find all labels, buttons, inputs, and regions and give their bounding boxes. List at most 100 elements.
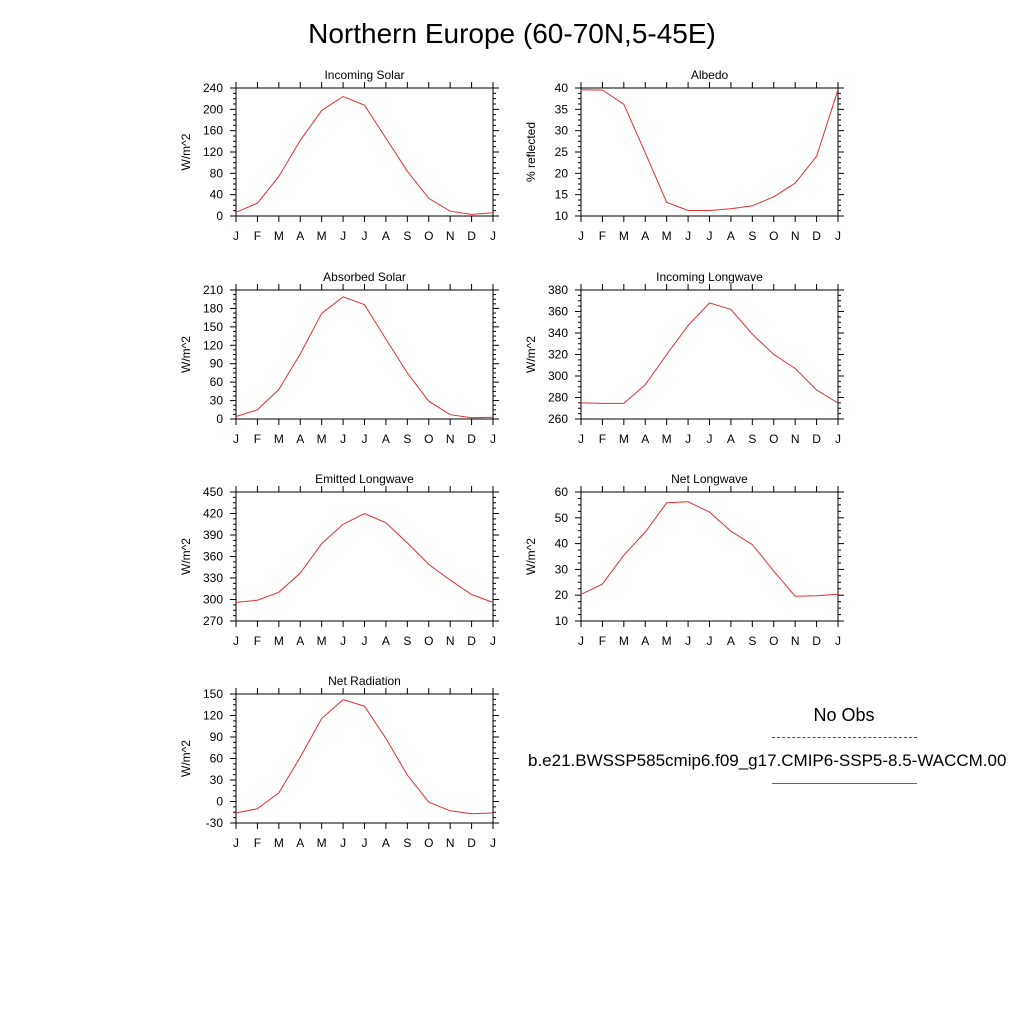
series-line (235, 296, 494, 419)
x-tick-label: S (403, 836, 411, 850)
x-tick-label: A (641, 229, 649, 243)
x-tick-label: N (791, 432, 800, 446)
x-tick-label: M (317, 836, 327, 850)
y-axis-label: W/m^2 (179, 133, 193, 170)
y-tick-label: 120 (203, 709, 223, 723)
x-tick-label: D (467, 432, 476, 446)
x-tick-label: M (274, 836, 284, 850)
x-tick-label: N (446, 432, 455, 446)
x-tick-label: A (296, 432, 304, 446)
y-axis-label: W/m^2 (179, 538, 193, 575)
y-tick-label: 380 (548, 283, 568, 297)
plot-frame (235, 491, 494, 622)
x-tick-label: S (403, 634, 411, 648)
x-tick-label: M (662, 432, 672, 446)
y-axis-label: W/m^2 (524, 336, 538, 373)
y-tick-label: 60 (555, 485, 569, 499)
x-tick-label: J (685, 634, 691, 648)
y-tick-label: 25 (555, 145, 569, 159)
y-axis-label: % reflected (524, 122, 538, 182)
x-tick-label: M (274, 634, 284, 648)
x-tick-label: F (599, 229, 606, 243)
x-tick-label: M (274, 229, 284, 243)
y-tick-label: 80 (210, 166, 224, 180)
y-tick-label: 450 (203, 485, 223, 499)
x-tick-label: O (424, 836, 433, 850)
x-tick-label: J (707, 634, 713, 648)
series-line (235, 512, 494, 603)
x-tick-label: A (296, 229, 304, 243)
x-tick-label: J (340, 432, 346, 446)
y-tick-label: 120 (203, 338, 223, 352)
x-tick-label: J (340, 634, 346, 648)
chart-title: Net Longwave (671, 472, 748, 486)
x-tick-label: A (727, 229, 735, 243)
x-tick-label: J (490, 229, 496, 243)
y-tick-label: 0 (216, 209, 223, 223)
x-tick-label: S (748, 432, 756, 446)
chart-title: Emitted Longwave (315, 472, 414, 486)
x-tick-label: N (791, 229, 800, 243)
x-tick-label: J (362, 836, 368, 850)
x-tick-label: J (233, 836, 239, 850)
plot-frame (580, 289, 839, 420)
chart-title: Incoming Solar (324, 68, 404, 82)
x-tick-label: A (382, 634, 390, 648)
x-tick-label: M (619, 634, 629, 648)
chart-panel: Absorbed Solar W/m^2 0 30 60 90 120 150 180 210 J F… (179, 270, 499, 446)
x-tick-label: M (317, 432, 327, 446)
x-tick-label: F (599, 432, 606, 446)
x-tick-label: J (707, 229, 713, 243)
y-tick-label: 360 (548, 305, 568, 319)
x-tick-label: J (578, 432, 584, 446)
y-tick-label: 90 (210, 730, 224, 744)
x-tick-label: F (254, 836, 261, 850)
x-tick-label: J (362, 229, 368, 243)
x-tick-label: M (317, 229, 327, 243)
x-tick-label: M (317, 634, 327, 648)
x-tick-label: O (769, 432, 778, 446)
series-line (580, 302, 839, 404)
y-tick-label: 120 (203, 145, 223, 159)
y-tick-label: 60 (210, 752, 224, 766)
x-tick-label: J (490, 836, 496, 850)
y-tick-label: 280 (548, 391, 568, 405)
x-tick-label: M (619, 229, 629, 243)
x-tick-label: D (812, 634, 821, 648)
x-tick-label: N (446, 229, 455, 243)
y-tick-label: 150 (203, 687, 223, 701)
x-tick-label: S (748, 634, 756, 648)
x-tick-label: O (769, 634, 778, 648)
y-tick-label: 320 (548, 348, 568, 362)
y-tick-label: 35 (555, 102, 569, 116)
y-tick-label: 340 (548, 326, 568, 340)
x-tick-label: D (467, 634, 476, 648)
y-tick-label: 420 (203, 507, 223, 521)
x-tick-label: J (578, 229, 584, 243)
x-tick-label: O (424, 229, 433, 243)
y-tick-label: 330 (203, 571, 223, 585)
x-tick-label: J (685, 229, 691, 243)
series-line (235, 699, 494, 815)
x-tick-label: J (835, 229, 841, 243)
x-tick-label: A (382, 836, 390, 850)
x-tick-label: O (424, 432, 433, 446)
y-tick-label: 210 (203, 283, 223, 297)
series-line (580, 501, 839, 597)
x-tick-label: M (662, 634, 672, 648)
plot-frame (235, 87, 494, 217)
y-tick-label: 15 (555, 188, 569, 202)
x-tick-label: J (835, 432, 841, 446)
x-tick-label: O (769, 229, 778, 243)
x-tick-label: D (812, 432, 821, 446)
y-tick-label: 200 (203, 102, 223, 116)
page-title: Northern Europe (60-70N,5-45E) (308, 18, 716, 49)
x-tick-label: F (254, 229, 261, 243)
x-tick-label: M (274, 432, 284, 446)
y-tick-label: 150 (203, 320, 223, 334)
chart-title: Albedo (691, 68, 729, 82)
